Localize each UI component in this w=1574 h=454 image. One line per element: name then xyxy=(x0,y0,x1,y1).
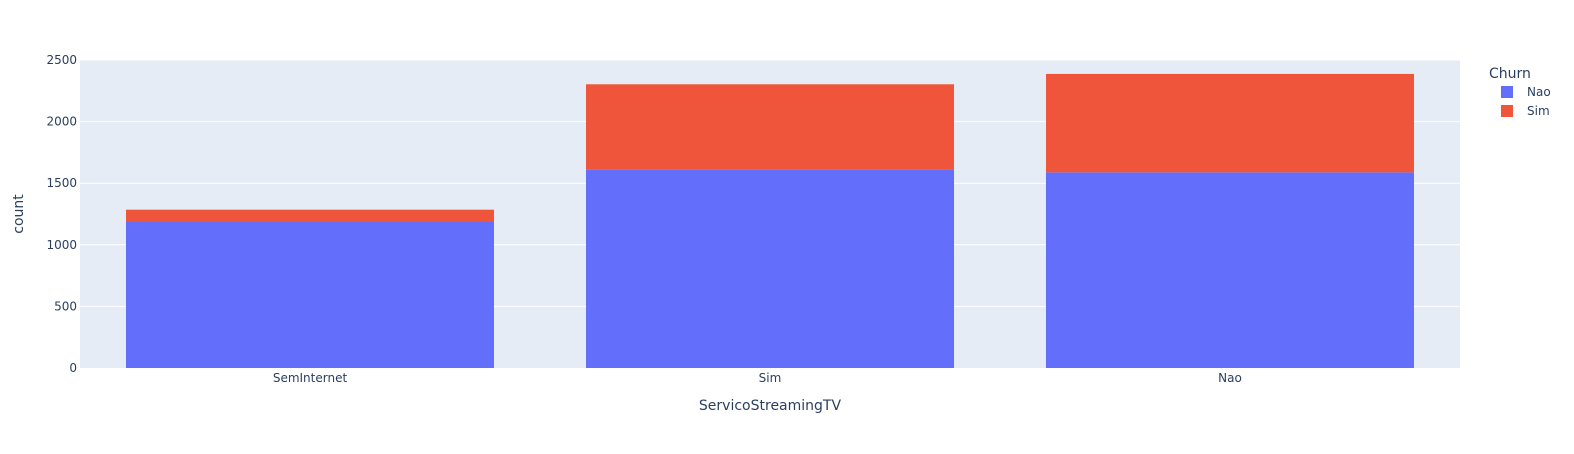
y-tick-label: 0 xyxy=(69,361,77,375)
y-tick-label: 1500 xyxy=(46,176,77,190)
y-tick-label: 500 xyxy=(54,299,77,313)
x-tick-label: Sim xyxy=(759,371,782,385)
legend-label: Sim xyxy=(1527,104,1550,118)
x-axis-ticks: SemInternet Sim Nao xyxy=(273,371,1242,385)
y-tick-label: 2000 xyxy=(46,115,77,129)
y-tick-label: 2500 xyxy=(46,53,77,67)
legend-swatch xyxy=(1501,105,1513,117)
legend: Churn Nao Sim xyxy=(1489,66,1551,118)
x-axis-title: ServicoStreamingTV xyxy=(699,398,842,414)
bar-nao-nao xyxy=(1046,172,1414,368)
legend-title: Churn xyxy=(1489,66,1531,82)
y-tick-label: 1000 xyxy=(46,238,77,252)
bar-sim-seminternet xyxy=(126,209,494,223)
legend-swatch xyxy=(1501,86,1513,98)
legend-label: Nao xyxy=(1527,85,1551,99)
bar-sim-sim xyxy=(586,84,954,170)
y-axis-ticks: 0 500 1000 1500 2000 2500 xyxy=(46,53,77,375)
legend-item-sim[interactable]: Sim xyxy=(1501,104,1550,118)
y-axis-title: count xyxy=(11,194,27,234)
legend-item-nao[interactable]: Nao xyxy=(1501,85,1551,99)
bar-nao-sim xyxy=(586,169,954,368)
bar-nao-seminternet xyxy=(126,222,494,368)
x-tick-label: SemInternet xyxy=(273,371,348,385)
bar-sim-nao xyxy=(1046,73,1414,173)
bars xyxy=(126,73,1414,368)
legend-items: Nao Sim xyxy=(1501,85,1551,118)
x-tick-label: Nao xyxy=(1218,371,1242,385)
